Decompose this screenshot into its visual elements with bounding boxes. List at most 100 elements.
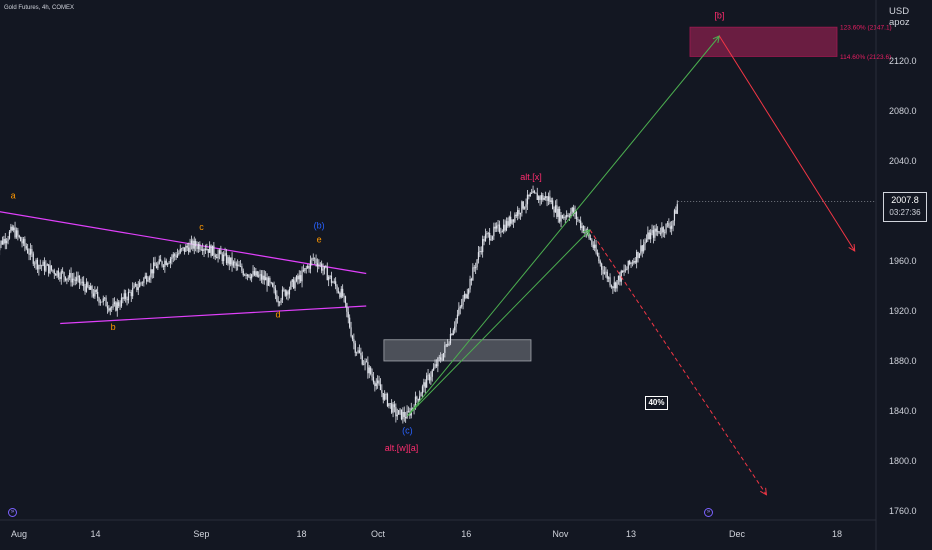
candle-body bbox=[612, 286, 614, 289]
candle-body bbox=[622, 270, 624, 273]
candle-body bbox=[407, 411, 410, 412]
candle-body bbox=[613, 282, 615, 289]
scroll-to-start-icon[interactable]: » bbox=[8, 508, 17, 517]
candle-body bbox=[48, 264, 50, 274]
candle-body bbox=[169, 258, 172, 264]
candle-body bbox=[98, 297, 100, 303]
candle-body bbox=[500, 232, 502, 233]
candle-body bbox=[253, 271, 256, 276]
candle-body bbox=[171, 257, 173, 259]
candle-body bbox=[596, 252, 599, 256]
candle-body bbox=[470, 278, 473, 281]
candle-body bbox=[505, 221, 508, 231]
candle-body bbox=[462, 298, 464, 305]
candle-body bbox=[20, 237, 22, 242]
candle-body bbox=[489, 232, 491, 241]
candle-body bbox=[448, 343, 450, 346]
candle-body bbox=[419, 396, 421, 401]
bar-countdown: 03:27:36 bbox=[889, 208, 921, 217]
candle-body bbox=[157, 263, 159, 269]
candle-body bbox=[196, 246, 198, 249]
candle-body bbox=[591, 239, 593, 245]
candle-body bbox=[326, 267, 328, 281]
candle-body bbox=[402, 411, 404, 420]
candle-body bbox=[15, 230, 18, 238]
candle-body bbox=[143, 278, 145, 283]
candle-body bbox=[584, 231, 586, 233]
candle-body bbox=[60, 271, 62, 279]
projection-down-after-target bbox=[718, 35, 856, 252]
candle-body bbox=[87, 282, 89, 287]
candle-body bbox=[35, 259, 37, 264]
candle-body bbox=[484, 234, 487, 242]
candle-body bbox=[106, 306, 109, 309]
x-tick-label: 18 bbox=[296, 529, 306, 539]
candle-body bbox=[136, 284, 138, 290]
candle-body bbox=[659, 233, 662, 234]
candle-body bbox=[231, 257, 233, 266]
candle-body bbox=[503, 224, 505, 232]
candle-body bbox=[307, 266, 309, 269]
candle-body bbox=[10, 226, 12, 232]
candle-body bbox=[469, 278, 471, 290]
candle-body bbox=[323, 265, 326, 270]
candle-body bbox=[522, 201, 524, 209]
candle-body bbox=[643, 244, 645, 252]
scale-settings[interactable]: USD apoz bbox=[889, 6, 910, 28]
candle-body bbox=[395, 407, 397, 417]
candle-body bbox=[472, 267, 474, 281]
candle-body bbox=[248, 274, 250, 277]
candle-body bbox=[17, 230, 19, 236]
candle-body bbox=[461, 304, 463, 307]
candle-body bbox=[238, 264, 240, 267]
candle-body bbox=[216, 257, 218, 259]
candle-body bbox=[493, 226, 495, 237]
symbol-header: Gold Futures, 4h, COMEX bbox=[4, 5, 75, 11]
candle-body bbox=[178, 252, 180, 255]
candle-body bbox=[347, 311, 349, 318]
candle-body bbox=[53, 270, 55, 275]
probability-badge: 40% bbox=[645, 396, 668, 410]
candle-body bbox=[304, 268, 306, 272]
candle-body bbox=[283, 289, 285, 291]
wave-label: [b] bbox=[714, 11, 724, 21]
candle-body bbox=[43, 261, 46, 271]
candle-body bbox=[335, 281, 337, 286]
candle-body bbox=[519, 213, 522, 215]
zones: 123.60% (2147.1) 114.60% (2123.6) bbox=[383, 25, 892, 362]
candle-body bbox=[297, 276, 299, 280]
candle-body bbox=[113, 302, 116, 305]
candle-body bbox=[538, 196, 540, 200]
candle-body bbox=[55, 274, 57, 276]
candle-body bbox=[130, 292, 132, 297]
x-tick-label: 18 bbox=[832, 529, 842, 539]
y-tick-label: 2120.0 bbox=[889, 56, 917, 66]
scroll-to-realtime-icon[interactable]: » bbox=[704, 508, 713, 517]
candle-body bbox=[25, 246, 27, 249]
candle-body bbox=[475, 267, 477, 269]
candle-body bbox=[186, 245, 188, 248]
x-tick-label: Dec bbox=[729, 529, 746, 539]
candle-body bbox=[316, 263, 319, 267]
candle-body bbox=[468, 289, 470, 295]
candle-body bbox=[22, 239, 25, 244]
candle-body bbox=[155, 266, 158, 269]
candle-body bbox=[109, 308, 111, 311]
candle-body bbox=[676, 204, 678, 214]
candle-body bbox=[31, 249, 33, 254]
candle-body bbox=[542, 195, 544, 200]
candle-body bbox=[357, 350, 359, 353]
candle-body bbox=[21, 241, 23, 244]
candle-body bbox=[328, 276, 330, 281]
candle-body bbox=[269, 277, 271, 283]
candle-body bbox=[445, 344, 447, 346]
candle-body bbox=[318, 264, 320, 267]
candle-body bbox=[279, 302, 281, 303]
candle-body bbox=[491, 236, 494, 240]
candle-body bbox=[126, 299, 128, 301]
candle-body bbox=[623, 269, 625, 273]
candle-body bbox=[442, 353, 445, 360]
wave-label: alt.[x] bbox=[520, 172, 542, 182]
candle-body bbox=[508, 216, 510, 226]
